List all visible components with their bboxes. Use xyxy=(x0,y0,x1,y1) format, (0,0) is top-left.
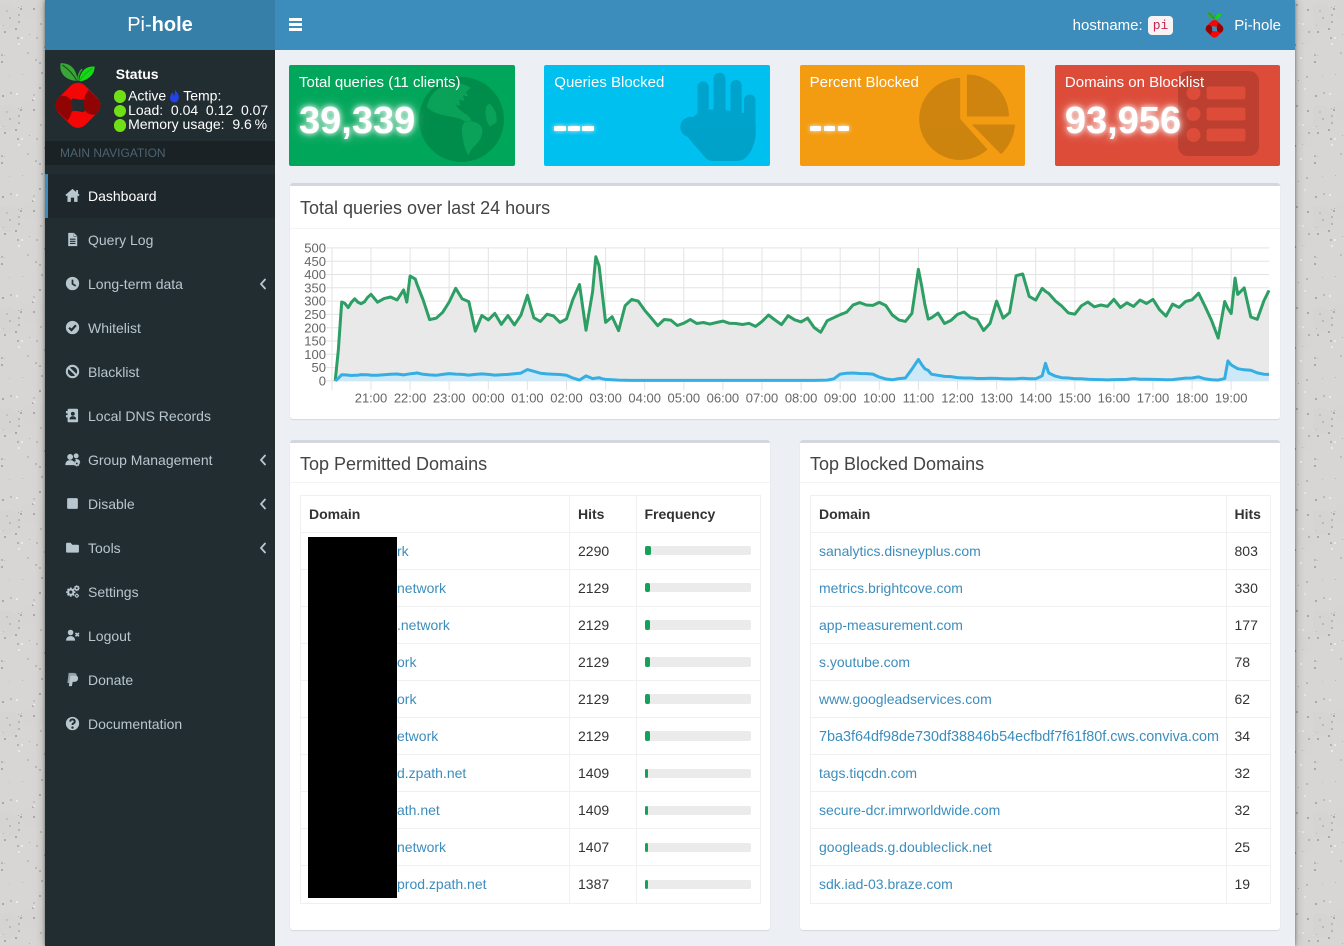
svg-text:21:00: 21:00 xyxy=(355,390,388,405)
svg-text:16:00: 16:00 xyxy=(1098,390,1131,405)
svg-text:10:00: 10:00 xyxy=(863,390,896,405)
svg-text:350: 350 xyxy=(304,280,326,295)
svg-text:19:00: 19:00 xyxy=(1215,390,1248,405)
svg-text:07:00: 07:00 xyxy=(746,390,779,405)
svg-text:200: 200 xyxy=(304,320,326,335)
svg-text:05:00: 05:00 xyxy=(668,390,701,405)
svg-text:04:00: 04:00 xyxy=(628,390,661,405)
svg-text:450: 450 xyxy=(304,253,326,268)
svg-text:01:00: 01:00 xyxy=(511,390,544,405)
svg-text:02:00: 02:00 xyxy=(550,390,583,405)
svg-text:08:00: 08:00 xyxy=(785,390,818,405)
svg-text:50: 50 xyxy=(312,360,326,375)
svg-text:11:00: 11:00 xyxy=(903,390,935,405)
svg-text:17:00: 17:00 xyxy=(1137,390,1170,405)
svg-text:23:00: 23:00 xyxy=(433,390,466,405)
svg-text:0: 0 xyxy=(319,373,326,388)
svg-text:06:00: 06:00 xyxy=(707,390,740,405)
svg-text:18:00: 18:00 xyxy=(1176,390,1209,405)
svg-text:03:00: 03:00 xyxy=(589,390,622,405)
svg-text:12:00: 12:00 xyxy=(941,390,974,405)
svg-text:500: 500 xyxy=(304,240,326,255)
svg-text:00:00: 00:00 xyxy=(472,390,505,405)
svg-text:150: 150 xyxy=(304,333,326,348)
svg-text:14:00: 14:00 xyxy=(1019,390,1052,405)
svg-text:15:00: 15:00 xyxy=(1059,390,1092,405)
svg-text:13:00: 13:00 xyxy=(980,390,1013,405)
svg-text:250: 250 xyxy=(304,307,326,322)
svg-text:22:00: 22:00 xyxy=(394,390,427,405)
svg-text:100: 100 xyxy=(304,346,326,361)
svg-text:09:00: 09:00 xyxy=(824,390,857,405)
svg-text:400: 400 xyxy=(304,267,326,282)
svg-text:300: 300 xyxy=(304,293,326,308)
